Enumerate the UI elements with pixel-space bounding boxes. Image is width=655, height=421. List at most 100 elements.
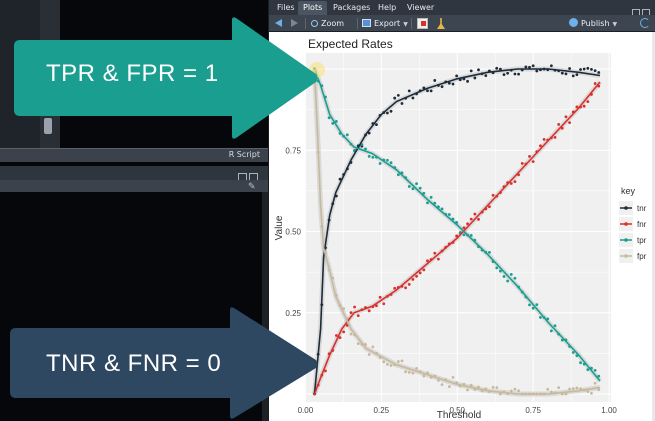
- legend-dot-tpr: [624, 238, 628, 242]
- clear-console-icon[interactable]: ✎: [248, 181, 256, 191]
- data-point-fpr: [396, 360, 400, 363]
- scrollbar-handle[interactable]: [44, 118, 52, 134]
- tab-plots[interactable]: Plots: [298, 1, 328, 15]
- data-point-fnr: [349, 311, 353, 314]
- data-point-fnr: [367, 309, 371, 313]
- data-point-fpr: [367, 353, 371, 356]
- data-point-fpr: [593, 381, 597, 385]
- zoom-button[interactable]: Zoom: [311, 18, 344, 29]
- data-point-tpr: [331, 121, 335, 125]
- y-axis-label: Value: [274, 215, 285, 240]
- data-point-tnr: [586, 66, 590, 70]
- data-point-tnr: [451, 82, 455, 86]
- data-point-fpr: [517, 389, 520, 393]
- data-point-tnr: [400, 102, 404, 105]
- data-point-tpr: [539, 316, 542, 319]
- back-arrow-icon[interactable]: [275, 19, 282, 27]
- data-point-fnr: [593, 82, 597, 85]
- export-button[interactable]: Export ▼: [362, 18, 408, 29]
- data-point-fnr: [407, 283, 411, 286]
- callout-top: [14, 17, 318, 139]
- data-point-fpr: [564, 392, 568, 396]
- callout-bottom: [10, 307, 318, 419]
- data-point-tpr: [502, 275, 506, 278]
- pane-scrollbar[interactable]: [652, 32, 655, 421]
- data-point-tpr: [593, 368, 597, 372]
- data-point-tnr: [535, 69, 539, 73]
- data-point-fpr: [579, 387, 582, 391]
- forward-arrow-icon[interactable]: [291, 19, 298, 27]
- data-point-fpr: [437, 379, 440, 382]
- data-point-fpr: [466, 388, 469, 392]
- clear-plots-icon[interactable]: [437, 18, 445, 29]
- legend-label-fpr: fpr: [637, 252, 647, 261]
- tab-viewer[interactable]: Viewer: [407, 3, 435, 12]
- console-header: [0, 166, 268, 181]
- data-point-fpr: [382, 360, 386, 364]
- editor-status-bar: R Script: [0, 148, 268, 162]
- plot-panel: [305, 53, 611, 402]
- data-point-fnr: [393, 286, 397, 290]
- data-point-tnr: [484, 74, 488, 78]
- data-point-fnr: [345, 323, 349, 327]
- data-point-fpr: [407, 371, 411, 374]
- series-lines: [313, 68, 601, 395]
- x-tick-label: 0.75: [525, 406, 541, 415]
- data-point-fpr: [557, 386, 561, 390]
- data-point-tpr: [498, 269, 502, 273]
- data-point-fnr: [334, 334, 338, 337]
- refresh-icon[interactable]: [640, 18, 650, 28]
- legend-dot-fnr: [624, 222, 628, 226]
- data-point-tnr: [582, 67, 586, 71]
- axis-ticks: 0.00 0.25 0.50 0.75 1.00 0.25 0.50 0.75: [285, 146, 617, 415]
- data-point-tnr: [426, 89, 429, 93]
- data-point-fnr: [564, 115, 568, 119]
- data-point-tnr: [367, 131, 371, 135]
- data-point-fpr: [349, 332, 353, 336]
- data-point-fpr: [513, 387, 517, 391]
- expected-rates-chart: Expected Rates 0.00 0.25 0.50 0.75 1.000.250…: [269, 32, 655, 421]
- console-toolbar: ✎: [0, 180, 268, 192]
- data-point-tnr: [477, 68, 480, 72]
- data-point-fpr: [411, 371, 415, 375]
- pane-divider[interactable]: [262, 192, 268, 421]
- remove-plot-icon[interactable]: [417, 18, 428, 29]
- series-line-fnr: [313, 81, 601, 395]
- tab-help[interactable]: Help: [378, 3, 397, 12]
- data-point-tpr: [571, 351, 575, 354]
- publish-button[interactable]: Publish ▼: [569, 18, 617, 29]
- data-point-fpr: [571, 387, 575, 390]
- legend-dot-tnr: [624, 206, 628, 210]
- data-point-fnr: [353, 305, 357, 309]
- script-type-label[interactable]: R Script: [228, 150, 260, 159]
- data-point-fnr: [531, 160, 535, 164]
- data-point-fpr: [356, 342, 360, 346]
- data-point-tnr: [411, 96, 415, 100]
- data-point-fnr: [433, 251, 437, 255]
- callout-bottom-arrow: [10, 307, 318, 419]
- data-point-fpr: [364, 342, 367, 346]
- tab-files[interactable]: Files: [277, 3, 295, 12]
- data-point-tpr: [579, 361, 582, 365]
- data-point-fnr: [542, 137, 546, 141]
- data-point-fnr: [560, 126, 564, 130]
- data-point-tnr: [407, 89, 411, 93]
- data-point-fnr: [575, 105, 579, 109]
- data-point-tnr: [560, 71, 564, 75]
- data-point-tnr: [385, 111, 389, 115]
- legend-label-fnr: fnr: [637, 220, 647, 229]
- data-point-tpr: [535, 303, 539, 306]
- legend-label-tnr: tnr: [637, 204, 647, 213]
- data-point-fnr: [520, 162, 524, 165]
- data-point-tnr: [549, 64, 553, 68]
- tab-packages[interactable]: Packages: [333, 3, 371, 12]
- data-point-tpr: [364, 147, 367, 151]
- data-point-fnr: [356, 314, 360, 317]
- data-point-tnr: [575, 73, 579, 77]
- data-point-tpr: [440, 207, 444, 211]
- data-point-fnr: [375, 304, 378, 308]
- data-point-fnr: [528, 155, 531, 158]
- data-point-tpr: [367, 154, 371, 158]
- data-point-fpr: [422, 374, 426, 378]
- data-point-tnr: [440, 85, 444, 89]
